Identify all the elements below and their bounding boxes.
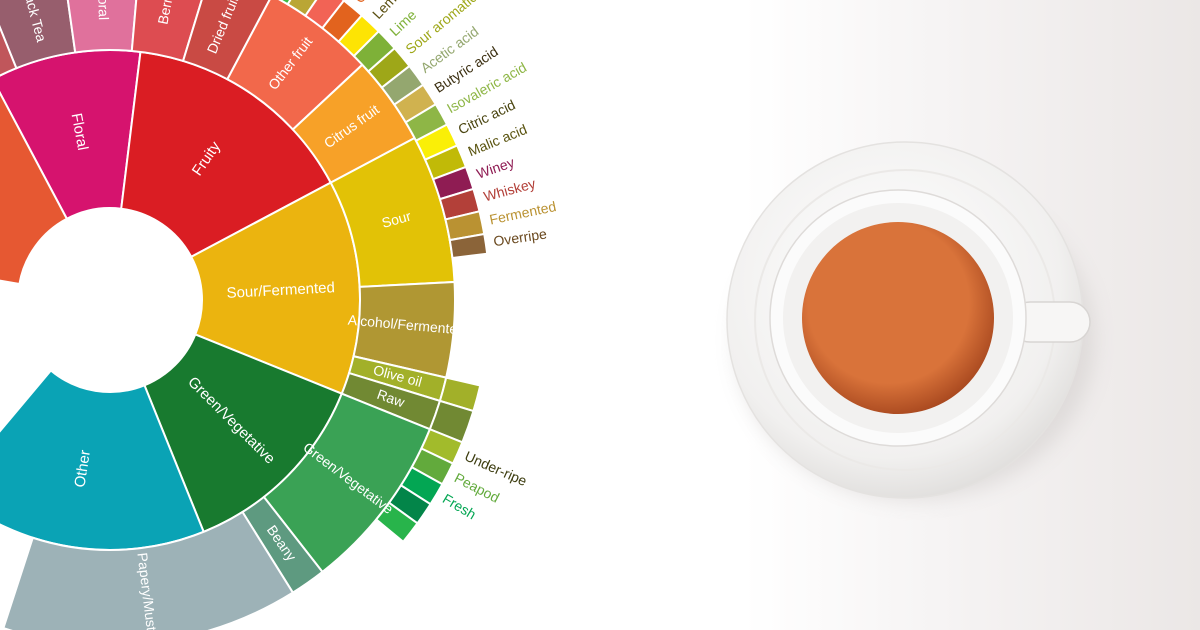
inner-segment-label: Sour/Fermented [226,279,335,302]
inner-segment-label: Other [71,449,94,489]
outer-segment-label: Overripe [492,225,548,249]
wheel-center-hole [18,208,202,392]
middle-segment[interactable] [2,510,295,630]
espresso-crema [802,222,994,414]
inner-segment-label: Floral [68,112,92,152]
middle-segment[interactable] [0,0,18,95]
middle-segment-label: Berry [154,0,176,26]
outer-segment[interactable] [374,501,419,544]
middle-segment-label: Floral [95,0,112,20]
middle-segment-label: Sour [380,208,413,231]
outer-segment[interactable] [448,232,489,260]
